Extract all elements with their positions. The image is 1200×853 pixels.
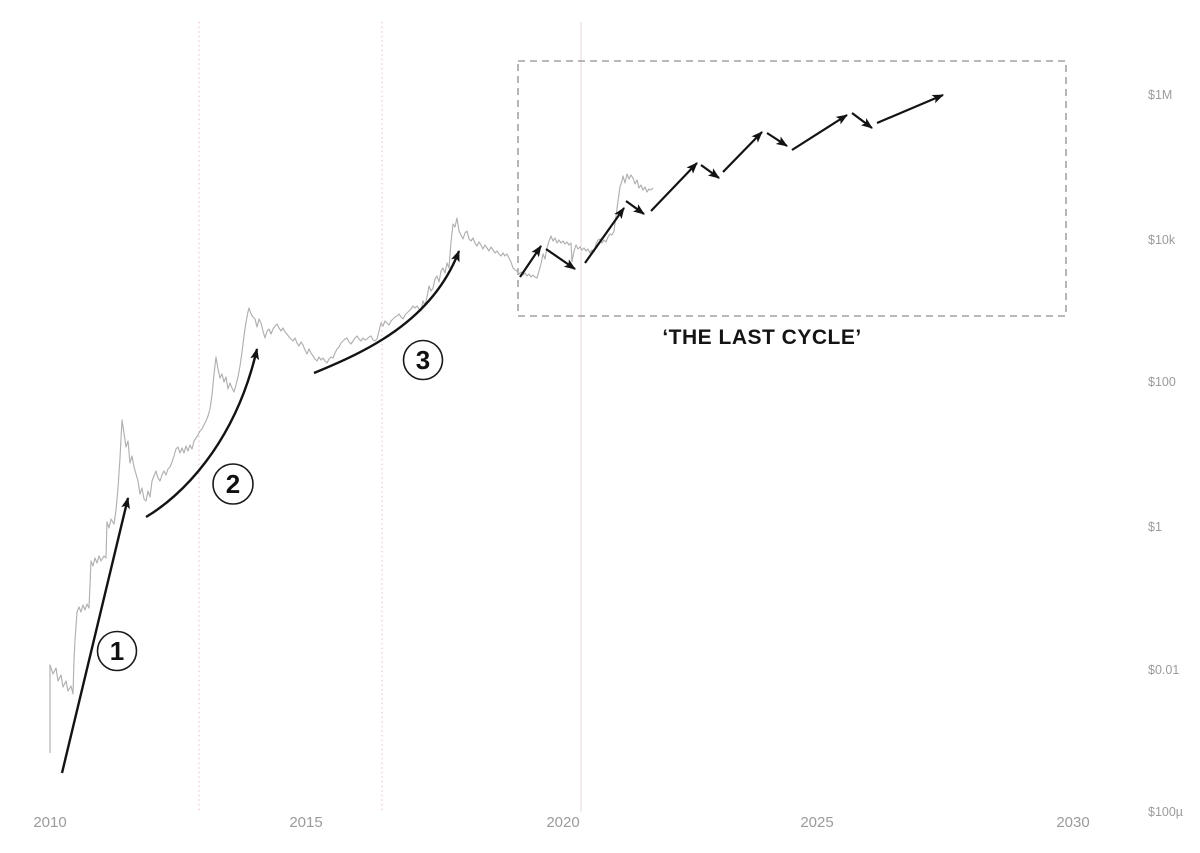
gridlines-layer xyxy=(198,22,582,812)
projection-arrow-3 xyxy=(584,207,625,264)
y-axis-tick-label: $1 xyxy=(1148,520,1162,534)
projection-arrow-10 xyxy=(851,112,873,129)
cycle-badge-number-1: 1 xyxy=(110,636,124,666)
y-axis-tick-label: $100 xyxy=(1148,375,1176,389)
axis-labels-layer: $1M $10k $100 $1 $0.01 $100µ 2010 2015 2020 2025 2… xyxy=(33,88,1183,831)
cycle-badge-circle-1 xyxy=(96,630,138,672)
last-cycle-box xyxy=(517,60,1067,317)
cycle-badge-circle-2 xyxy=(212,463,254,505)
projection-arrow-6 xyxy=(700,164,720,179)
cycle-badge-number-2: 2 xyxy=(226,469,240,499)
price-line xyxy=(49,173,654,753)
cycle-badge-circle-3 xyxy=(402,339,444,381)
y-axis-tick-label: $0.01 xyxy=(1148,663,1179,677)
projection-arrow-9 xyxy=(791,114,848,151)
projection-arrow-5 xyxy=(650,162,698,212)
x-axis-tick-label: 2030 xyxy=(1056,814,1089,831)
last-cycle-box-layer xyxy=(517,60,1067,317)
x-axis-tick-label: 2025 xyxy=(800,814,833,831)
projection-arrows-layer xyxy=(519,93,944,278)
last-cycle-label: ‘THE LAST CYCLE’ xyxy=(662,326,862,349)
cycle-arrow-2 xyxy=(145,348,260,519)
y-axis-tick-label: $1M xyxy=(1148,88,1172,102)
price-line-layer xyxy=(49,173,654,753)
cycle-badge-number-3: 3 xyxy=(416,345,430,375)
projection-arrow-4 xyxy=(625,200,645,215)
projection-arrow-1 xyxy=(519,245,542,278)
projection-arrow-2 xyxy=(545,248,576,270)
cycle-arrows-layer xyxy=(60,250,461,774)
cycle-arrow-1 xyxy=(60,497,130,774)
projection-arrow-11 xyxy=(876,93,944,125)
projection-arrow-8 xyxy=(766,132,788,147)
x-axis-tick-label: 2010 xyxy=(33,814,66,831)
y-axis-tick-label: $10k xyxy=(1148,233,1176,247)
cycle-badges-layer: 1 2 3 xyxy=(96,339,444,672)
x-axis-tick-label: 2020 xyxy=(546,814,579,831)
projection-arrow-7 xyxy=(722,131,763,173)
cycle-arrow-3 xyxy=(313,250,461,375)
x-axis-tick-label: 2015 xyxy=(289,814,322,831)
y-axis-tick-label: $100µ xyxy=(1148,805,1183,819)
